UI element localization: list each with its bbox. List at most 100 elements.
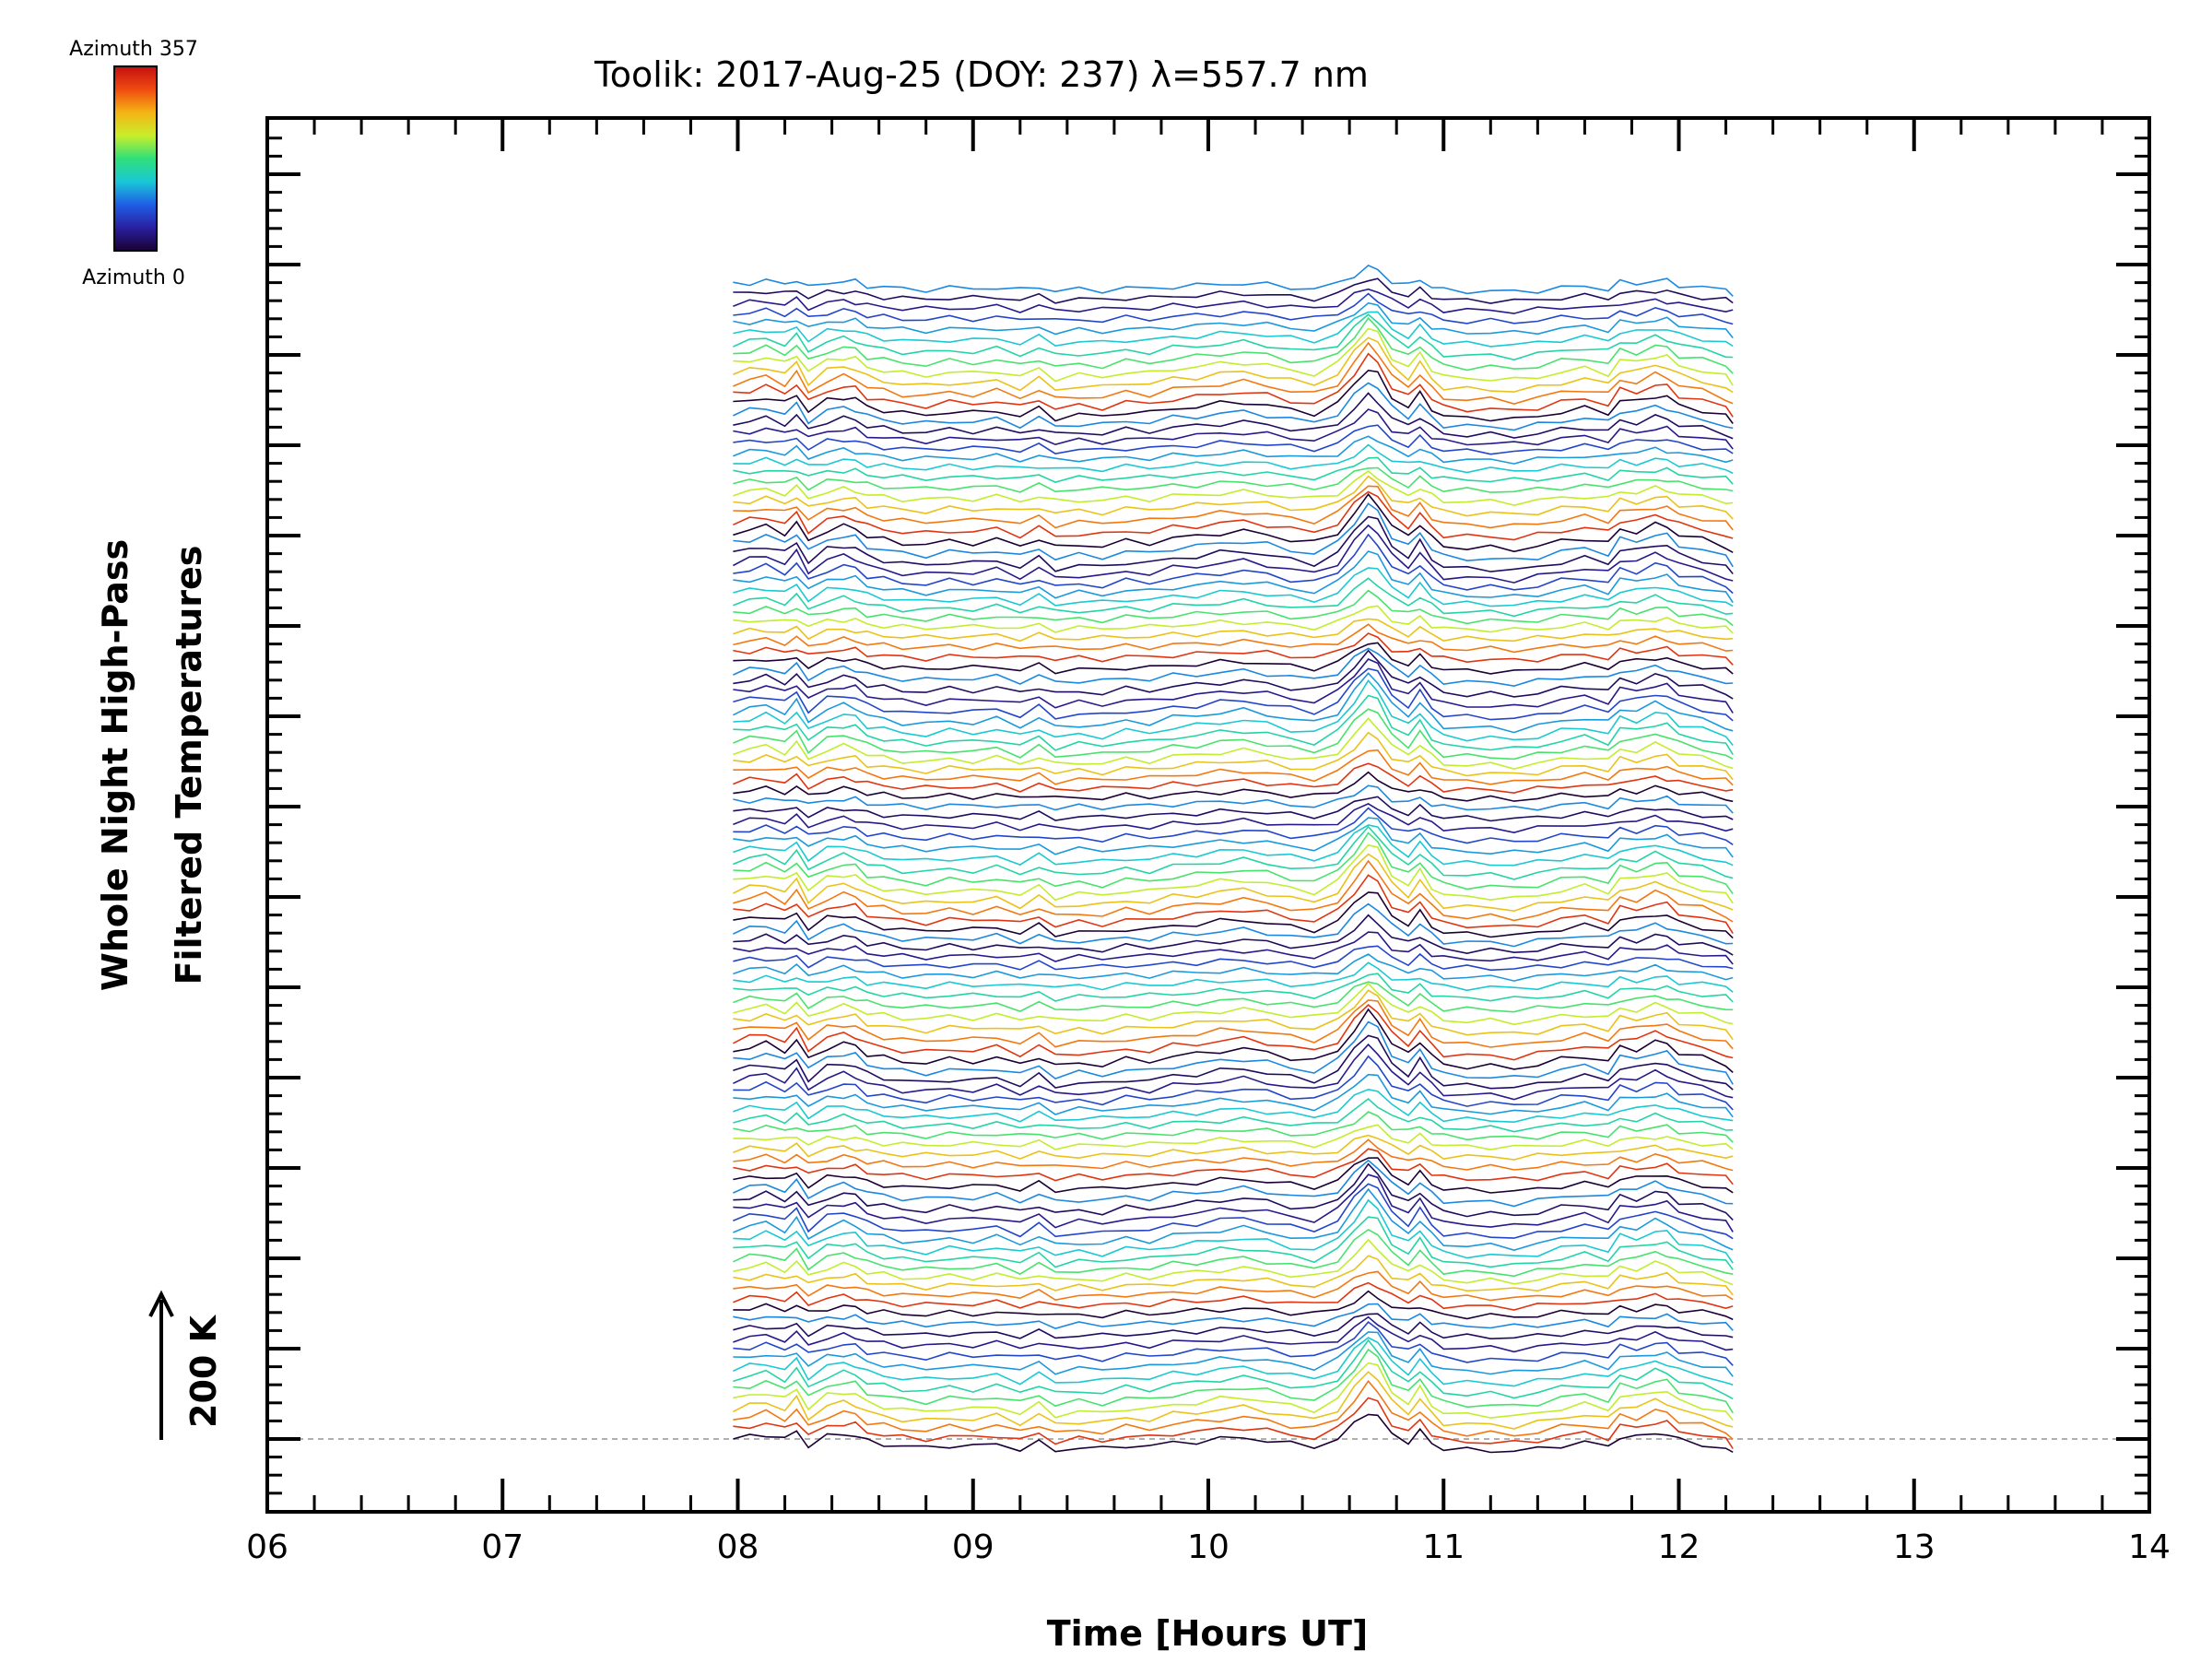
series-line-10 [733,1315,1734,1353]
series-line-3 [733,1371,1734,1430]
series-line-90 [733,502,1734,568]
series-line-97 [733,456,1734,485]
series-line-64 [733,784,1734,814]
series-line-23 [733,1174,1734,1233]
series-line-7 [733,1337,1734,1387]
series-line-115 [733,277,1734,304]
series-line-32 [733,1097,1734,1133]
series-line-71 [733,694,1734,756]
series-line-60 [733,817,1734,858]
series-line-42 [733,989,1734,1041]
series-line-62 [733,802,1734,834]
series-line-26 [733,1157,1734,1194]
series-line-25 [733,1159,1734,1208]
series-line-114 [733,288,1734,314]
series-line-82 [733,605,1734,634]
series-line-68 [733,731,1734,781]
x-tick-label: 06 [246,1528,288,1566]
series-line-43 [733,982,1734,1026]
series-line-98 [733,443,1734,475]
series-line-80 [733,623,1734,654]
series-line-35 [733,1055,1734,1111]
series-line-59 [733,824,1734,867]
series-line-94 [733,475,1734,520]
x-tick-label: 07 [481,1528,524,1566]
series-line-61 [733,807,1734,845]
series-line-77 [733,647,1734,688]
series-line-63 [733,796,1734,822]
series-line-51 [733,902,1734,948]
x-axis-label: Time [Hours UT] [1047,1613,1369,1654]
scale-arrow-head [148,1290,174,1317]
x-tick-label: 08 [717,1528,759,1566]
series-line-53 [733,874,1734,935]
series-line-6 [733,1339,1734,1400]
series-line-93 [733,485,1734,531]
chart-title: Toolik: 2017-Aug-25 (DOY: 237) λ=557.7 n… [594,54,1369,95]
y-axis-label-line1: Whole Night High-Pass [95,539,135,991]
series-line-4 [733,1362,1734,1421]
series-line-17 [733,1238,1734,1286]
series-line-99 [733,435,1734,465]
series-line-14 [733,1281,1734,1311]
series-line-5 [733,1348,1734,1414]
series-line-20 [733,1198,1734,1264]
series-line-65 [733,771,1734,803]
series-line-57 [733,832,1734,895]
series-line-34 [733,1073,1734,1118]
series-line-54 [733,859,1734,923]
series-line-78 [733,642,1734,675]
series-line-83 [733,589,1734,627]
series-line-29 [733,1134,1734,1161]
series-line-100 [733,424,1734,455]
series-line-72 [733,678,1734,747]
series-line-74 [733,667,1734,722]
series-line-8 [733,1331,1734,1377]
x-tick-label: 13 [1893,1528,1936,1566]
series-layer [267,264,2149,1454]
series-line-58 [733,825,1734,880]
series-line-48 [733,945,1734,972]
series-line-85 [733,567,1734,607]
series-line-55 [733,853,1734,913]
series-line-30 [733,1124,1734,1150]
series-line-12 [733,1303,1734,1331]
series-line-1 [733,1397,1734,1449]
series-line-2 [733,1379,1734,1440]
series-line-46 [733,961,1734,993]
series-line-45 [733,973,1734,1003]
series-line-9 [733,1321,1734,1366]
series-line-41 [733,999,1734,1050]
series-line-81 [733,618,1734,643]
series-line-88 [733,524,1734,584]
series-line-44 [733,981,1734,1013]
series-line-110 [733,313,1734,361]
series-line-116 [733,264,1734,297]
series-line-79 [733,632,1734,666]
series-line-89 [733,515,1734,575]
series-line-19 [733,1216,1734,1270]
series-line-11 [733,1313,1734,1340]
series-line-105 [733,352,1734,418]
series-line-39 [733,1008,1734,1073]
scale-indicator: 200 K [148,1290,224,1440]
colorbar-top-label: Azimuth 357 [69,38,198,61]
series-line-33 [733,1088,1734,1124]
x-tick-label: 10 [1187,1528,1230,1566]
series-line-24 [733,1162,1734,1221]
colorbar: Azimuth 357 Azimuth 0 [69,38,198,289]
series-line-113 [733,292,1734,325]
y-axis-label-line2: Filtered Temperatures [169,546,209,985]
series-line-13 [733,1290,1734,1321]
series-line-95 [733,469,1734,507]
series-line-16 [733,1255,1734,1296]
series-line-49 [733,931,1734,965]
plot-frame [265,116,2151,1514]
series-line-37 [733,1034,1734,1091]
series-line-66 [733,762,1734,795]
series-line-0 [733,1413,1734,1454]
series-line-73 [733,672,1734,734]
series-line-28 [733,1138,1734,1172]
